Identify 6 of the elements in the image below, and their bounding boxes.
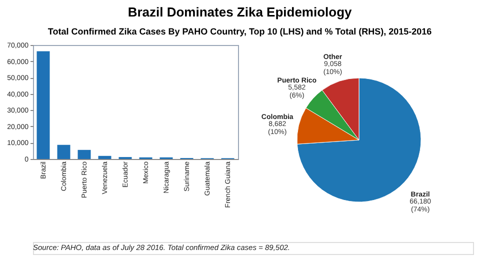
chart-title: Brazil Dominates Zika Epidemiology: [128, 4, 353, 20]
bar: [78, 150, 91, 159]
bar: [57, 144, 70, 159]
bar: [98, 156, 112, 159]
bar: [36, 51, 50, 159]
chart-subtitle: Total Confirmed Zika Cases By PAHO Country, Top 10 (LHS) and % Total (RHS), 2015-2016: [48, 26, 432, 36]
